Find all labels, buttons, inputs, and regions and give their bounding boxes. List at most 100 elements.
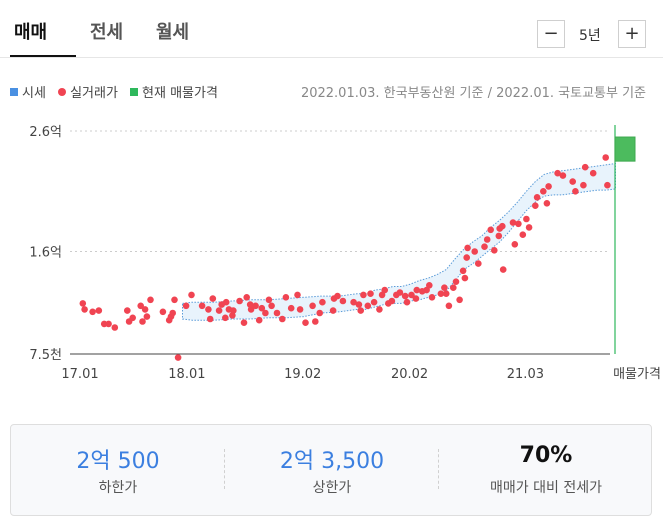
transaction-point (370, 298, 378, 306)
stat-value: 2억 500 (76, 449, 160, 474)
transaction-point (403, 298, 411, 306)
transaction-point (174, 354, 182, 361)
stat-upper-price: 2억 3,500 상한가 (225, 425, 439, 517)
transaction-point (515, 220, 522, 228)
transaction-point (532, 202, 539, 209)
transaction-point (129, 314, 136, 322)
legend-square-icon (130, 88, 139, 96)
transaction-point (543, 200, 551, 207)
transaction-point (243, 294, 250, 301)
current-listing-price-box (614, 136, 636, 162)
transaction-point (491, 247, 498, 254)
transaction-point (499, 266, 507, 273)
transaction-point (499, 222, 506, 230)
transaction-point (481, 243, 488, 250)
transaction-point (143, 313, 151, 320)
transaction-point (604, 181, 611, 189)
tabs-divider (0, 57, 663, 58)
data-source-note: 2022.01.03. 한국부동산원 기준 / 2022.01. 국토교통부 기… (300, 86, 646, 101)
x-tick-label: 19.02 (284, 367, 321, 382)
transaction-point (396, 289, 404, 296)
transaction-point (437, 290, 445, 297)
transaction-point (367, 290, 374, 297)
transaction-point (258, 304, 266, 312)
legend-label: 현재 매물가격 (142, 86, 218, 101)
y-tick-label: 1.6억 (29, 246, 62, 261)
transaction-point (475, 260, 482, 267)
transaction-point (533, 194, 541, 201)
transaction-point (580, 181, 587, 189)
transaction-point (230, 307, 237, 314)
divider (438, 449, 439, 489)
stat-jeonse-ratio: 70% 매매가 대비 전세가 (439, 425, 653, 517)
legend-label: 실거래가 (70, 86, 118, 101)
transaction-point (540, 188, 547, 195)
x-tick-label: 21.03 (507, 367, 544, 382)
transaction-point (124, 307, 131, 314)
transaction-point (329, 307, 337, 314)
transaction-point (519, 231, 527, 238)
stat-lower-price: 2억 500 하한가 (11, 425, 225, 517)
transaction-point (428, 294, 436, 301)
transaction-point (316, 309, 324, 317)
period-label: 5년 (579, 28, 601, 44)
transaction-point (357, 307, 365, 314)
transaction-point (525, 224, 533, 231)
transaction-point (450, 284, 457, 291)
transaction-point (456, 296, 463, 304)
stat-label: 하한가 (98, 480, 138, 496)
transaction-point (255, 316, 263, 324)
transaction-point (495, 232, 503, 240)
chart-legend: 시세 실거래가 현재 매물가격 (10, 82, 226, 101)
transaction-point (222, 298, 230, 306)
stat-value: 2억 3,500 (279, 449, 385, 474)
transaction-point (147, 296, 154, 304)
transaction-point (509, 219, 517, 226)
transaction-point (302, 319, 309, 326)
stat-value: 70% (519, 443, 573, 468)
transaction-point (511, 241, 519, 248)
y-tick-label: 2.6억 (29, 125, 62, 140)
stat-label: 상한가 (312, 480, 352, 496)
transaction-point (247, 306, 255, 313)
legend-item-actual-trade[interactable]: 실거래가 (58, 82, 118, 101)
transaction-point (461, 274, 469, 282)
price-summary: 2억 500 하한가 2억 3,500 상한가 70% 매매가 대비 전세가 (10, 424, 652, 516)
transaction-point (464, 244, 471, 252)
stat-label: 매매가 대비 전세가 (490, 480, 602, 496)
legend-square-icon (10, 88, 18, 96)
transaction-point (209, 295, 217, 302)
transaction-point (169, 309, 176, 317)
transaction-point (240, 319, 248, 326)
x-tick-label: 17.01 (61, 367, 98, 382)
transaction-point (381, 286, 389, 294)
transaction-point (182, 302, 190, 310)
price-chart: 2.6억 1.6억 7.5천 17.01 18.01 19.02 20.02 21.03 매물가… (29, 125, 661, 382)
transaction-point (554, 169, 561, 177)
zoom-out-button[interactable]: − (537, 20, 565, 48)
transaction-point (376, 306, 383, 313)
transaction-point (401, 292, 409, 300)
transaction-point (452, 278, 460, 285)
transaction-point (426, 282, 433, 289)
transaction-point (111, 324, 119, 331)
transaction-point (137, 302, 144, 310)
transaction-point (589, 169, 597, 177)
tab-monthly-rent[interactable]: 월세 (156, 22, 190, 43)
transaction-point (413, 286, 421, 294)
tab-sale[interactable]: 매매 (14, 22, 48, 43)
legend-item-listing-price[interactable]: 현재 매물가격 (130, 82, 218, 101)
transaction-point (236, 297, 243, 305)
tab-jeonse[interactable]: 전세 (90, 22, 124, 43)
transaction-point (171, 296, 178, 304)
transaction-point (569, 178, 576, 185)
transaction-point (471, 248, 479, 255)
transaction-point (215, 307, 223, 314)
legend-item-market-price[interactable]: 시세 (10, 82, 46, 101)
x-end-label: 매물가격 (613, 367, 661, 382)
transaction-point (159, 308, 167, 316)
zoom-in-button[interactable]: + (618, 20, 646, 48)
transaction-point (198, 302, 206, 310)
transaction-point (487, 226, 495, 234)
transaction-point (350, 298, 357, 306)
